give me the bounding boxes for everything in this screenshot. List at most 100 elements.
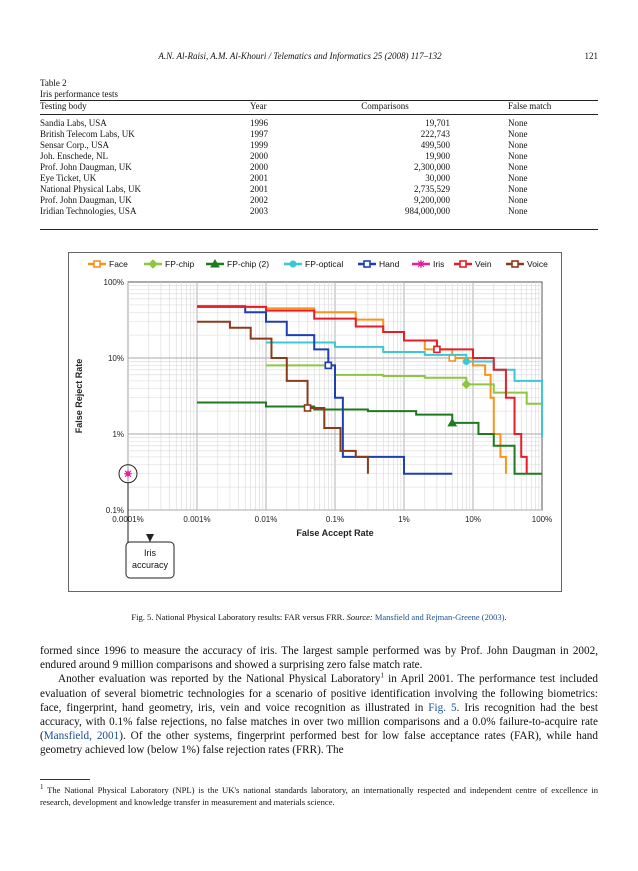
citation-link[interactable]: Mansfield, 2001 xyxy=(43,730,120,743)
footnote-number: 1 xyxy=(40,783,44,792)
data-point xyxy=(124,469,132,478)
table-cell: Iridian Technologies, USA xyxy=(40,206,137,216)
y-tick-label: 100% xyxy=(104,278,124,287)
paragraph-text: ). Of the other systems, fingerprint per… xyxy=(40,730,598,757)
x-tick-label: 100% xyxy=(532,515,552,524)
series-voice xyxy=(197,320,369,474)
data-point xyxy=(447,417,458,427)
table-cell: Sandia Labs, USA xyxy=(40,118,107,128)
footnote-text: The National Physical Laboratory (NPL) i… xyxy=(40,785,598,807)
column-header: Comparisons xyxy=(361,101,409,111)
figure-caption-end: . xyxy=(504,612,507,622)
table-cell: Sensar Corp., USA xyxy=(40,140,109,150)
table-cell: 19,900 xyxy=(425,151,450,161)
table-row: Prof. John Daugman, UK 2002 9,200,000 None xyxy=(40,195,598,206)
table-cell: 2002 xyxy=(250,195,268,205)
annotation-arrowhead xyxy=(146,534,154,542)
far-frr-chart-svg: 0.0001% 0.001% 0.01% 0.1% 1% 10% 100%0.1%1%10%… xyxy=(68,252,562,592)
table-cell: 30,000 xyxy=(425,173,450,183)
table-cell: None xyxy=(508,206,528,216)
iris-highlight-circle xyxy=(118,464,138,484)
chart-legend: Face FP-chip FP-chip (2) FP-optical Hand Iris… xyxy=(88,258,548,269)
iris-accuracy-box xyxy=(125,541,175,579)
column-header: Year xyxy=(250,101,267,111)
data-point xyxy=(93,260,101,268)
figure-caption-text: Fig. 5. National Physical Laboratory res… xyxy=(131,612,347,622)
table-cell: None xyxy=(508,162,528,172)
y-tick-label: 1% xyxy=(112,430,124,439)
paragraph-text: in April 2001. The performance test incl… xyxy=(40,673,598,714)
table-cell: 2001 xyxy=(250,184,268,194)
table-row: Prof. John Daugman, UK 2000 2,300,000 None xyxy=(40,162,598,173)
running-title: A.N. Al-Raisi, A.M. Al-Khouri / Telemati… xyxy=(158,51,442,61)
footnote-rule xyxy=(40,779,90,780)
data-point xyxy=(148,259,158,269)
figure-source-label: Source: xyxy=(346,612,373,622)
table-cell: National Physical Labs, UK xyxy=(40,184,141,194)
series-fp-optical xyxy=(266,341,543,438)
table-cell: 1997 xyxy=(250,129,268,139)
series-line xyxy=(197,305,453,475)
x-axis-label: False Accept Rate xyxy=(296,528,373,538)
figure-link[interactable]: Fig. 5 xyxy=(428,701,457,714)
table-title: Iris performance tests xyxy=(40,89,118,99)
table-cell: None xyxy=(508,129,528,139)
page-number: 121 xyxy=(584,51,599,61)
table-cell: None xyxy=(508,184,528,194)
table-cell: 222,743 xyxy=(420,129,450,139)
y-tick-label: 0.1% xyxy=(106,506,124,515)
table-row: Eye Ticket, UK 2001 30,000 None xyxy=(40,173,598,184)
legend-label: FP-optical xyxy=(305,259,343,269)
table-cell: 1999 xyxy=(250,140,268,150)
data-point xyxy=(433,345,441,354)
table-cell: None xyxy=(508,140,528,150)
table-cell: 2,300,000 xyxy=(414,162,450,172)
series-hand xyxy=(197,305,453,475)
table-row: Joh. Enschede, NL 2000 19,900 None xyxy=(40,151,598,162)
legend-label: FP-chip xyxy=(165,259,195,269)
table-cell: 984,000,000 xyxy=(405,206,450,216)
table-cell: Joh. Enschede, NL xyxy=(40,151,108,161)
table-row: National Physical Labs, UK 2001 2,735,529 N… xyxy=(40,184,598,195)
series-vein xyxy=(197,305,528,474)
data-point xyxy=(303,404,312,412)
table-cell: 2001 xyxy=(250,173,268,183)
table-cell: 499,500 xyxy=(420,140,450,150)
x-tick-label: 1% xyxy=(398,515,410,524)
data-point xyxy=(324,361,333,370)
table-cell: None xyxy=(508,195,528,205)
table-cell: 2000 xyxy=(250,162,268,172)
legend-label: FP-chip (2) xyxy=(227,259,269,269)
table-cell: None xyxy=(508,118,528,128)
far-frr-chart: 0.0001% 0.001% 0.01% 0.1% 1% 10% 100% 0.1% 1% 10%… xyxy=(68,252,562,592)
data-point xyxy=(289,260,297,268)
table-cell: 19,701 xyxy=(425,118,450,128)
paragraph-text: Another evaluation was reported by the N… xyxy=(58,673,381,686)
table-header-rule xyxy=(40,114,598,115)
series-iris xyxy=(124,469,132,478)
data-point xyxy=(210,258,220,268)
table-row: Sensar Corp., USA 1999 499,500 None xyxy=(40,140,598,151)
x-tick-label: 10% xyxy=(465,515,481,524)
table-cell: 2000 xyxy=(250,151,268,161)
legend-label: Hand xyxy=(379,259,400,269)
table-header-row: Testing body Year Comparisons False matc… xyxy=(40,101,598,112)
legend-label: Face xyxy=(109,259,128,269)
data-point xyxy=(417,260,425,268)
column-header: False match xyxy=(508,101,552,111)
footnote: 1 The National Physical Laboratory (NPL)… xyxy=(40,784,598,808)
paragraph: Another evaluation was reported by the N… xyxy=(40,672,598,757)
legend-label: Iris xyxy=(433,259,444,269)
data-point xyxy=(461,379,472,390)
footnote-marker[interactable]: 1 xyxy=(380,671,384,680)
annotation-label: Iris xyxy=(144,548,156,558)
figure-source-link[interactable]: Mansfield and Rejman-Greene (2003) xyxy=(374,612,505,622)
table-cell: None xyxy=(508,173,528,183)
table-cell: 2003 xyxy=(250,206,268,216)
table-cell: Prof. John Daugman, UK xyxy=(40,195,132,205)
annotation-label: accuracy xyxy=(132,560,169,570)
table-cell: 1996 xyxy=(250,118,268,128)
legend-label: Voice xyxy=(527,259,548,269)
y-tick-label: 10% xyxy=(108,354,124,363)
table-cell: Prof. John Daugman, UK xyxy=(40,162,132,172)
